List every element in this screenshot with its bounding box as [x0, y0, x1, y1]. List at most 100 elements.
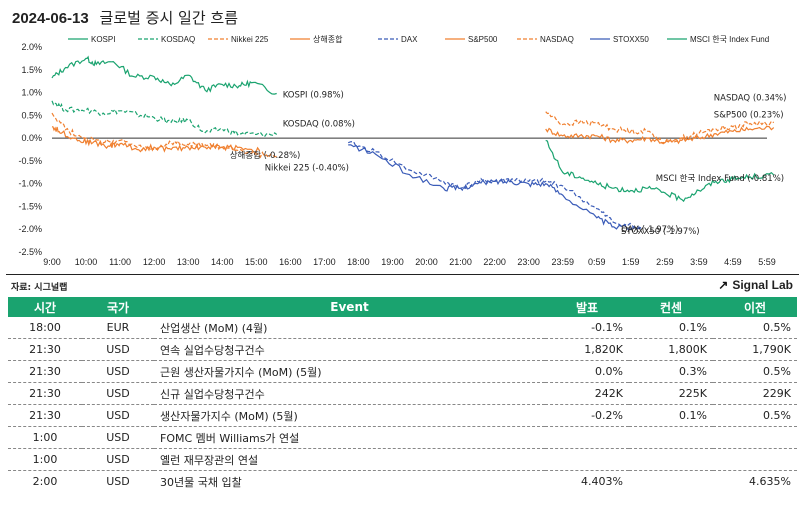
table-header-row: 시간 국가 Event 발표 컨센 이전: [8, 297, 797, 317]
cell-event: 근원 생산자물가지수 (MoM) (5월): [154, 360, 545, 383]
y-tick-label: -1.0%: [18, 179, 42, 189]
y-tick-label: 0.5%: [21, 110, 42, 120]
series-end-label: DAX (-1.97%): [621, 225, 678, 235]
x-tick-label: 16:00: [279, 257, 302, 267]
cell-actual: [545, 448, 629, 471]
x-tick-label: 14:00: [211, 257, 234, 267]
cell-actual: -0.1%: [545, 317, 629, 339]
cell-actual: 1,820K: [545, 338, 629, 361]
y-tick-label: 2.0%: [21, 42, 42, 52]
series-line: [51, 112, 277, 159]
cell-event: 산업생산 (MoM) (4월): [154, 317, 545, 339]
series-line: [51, 55, 277, 95]
cell-country: USD: [82, 448, 154, 471]
series-end-label: 상해종합 (-0.28%): [230, 150, 301, 161]
x-tick-label: 17:00: [313, 257, 336, 267]
y-tick-label: -1.5%: [18, 201, 42, 211]
header-actual: 발표: [545, 297, 629, 317]
cell-event: FOMC 멤버 Williams가 연설: [154, 426, 545, 449]
cell-event: 신규 실업수당청구건수: [154, 382, 545, 405]
cell-consensus: 1,800K: [629, 338, 713, 361]
cell-event: 30년물 국채 입찰: [160, 475, 242, 489]
legend-label: Nikkei 225: [231, 35, 269, 44]
x-tick-label: 4:59: [724, 257, 742, 267]
x-tick-label: 19:00: [381, 257, 404, 267]
brand-logo: ↗ Signal Lab: [718, 278, 793, 292]
cell-country: USD: [106, 475, 130, 488]
legend-label: KOSDAQ: [161, 35, 195, 44]
x-tick-label: 13:00: [177, 257, 200, 267]
cell-actual: 0.0%: [545, 360, 629, 383]
series-end-label: Nikkei 225 (-0.40%): [265, 163, 349, 173]
header-event: Event: [154, 297, 545, 317]
cell-event: 옐런 재무장관의 연설: [154, 448, 545, 471]
cell-time: 1:00: [8, 448, 82, 471]
cell-previous: [713, 426, 797, 449]
legend-label: NASDAQ: [540, 35, 574, 44]
cell-previous: 4.635%: [749, 475, 791, 488]
y-tick-label: 1.0%: [21, 88, 42, 98]
cell-previous: [713, 448, 797, 471]
cell-country: USD: [82, 426, 154, 449]
x-tick-label: 5:59: [758, 257, 776, 267]
series-end-label: STOXX50 (-1.97%): [621, 227, 700, 237]
cell-actual: 242K: [545, 382, 629, 405]
cell-consensus: [629, 448, 713, 471]
report-date: 2024-06-13: [12, 10, 89, 27]
cell-country: USD: [82, 382, 154, 405]
x-tick-label: 11:00: [109, 257, 131, 267]
cell-event: 생산자물가지수 (MoM) (5월): [154, 404, 545, 427]
cell-country: USD: [82, 404, 154, 427]
table-row: 1:00 USD 옐런 재무장관의 연설: [8, 448, 797, 471]
x-tick-label: 15:00: [245, 257, 268, 267]
cell-consensus: 0.1%: [629, 317, 713, 339]
series-line: [51, 126, 261, 154]
cell-consensus: 225K: [629, 382, 713, 405]
x-tick-label: 23:59: [551, 257, 574, 267]
x-tick-label: 3:59: [690, 257, 708, 267]
legend-label: MSCI 한국 Index Fund: [690, 35, 769, 44]
series-end-label: S&P500 (0.23%): [714, 111, 784, 121]
y-tick-label: 1.5%: [21, 65, 42, 75]
legend-label: STOXX50: [613, 35, 649, 44]
table-row: 21:30 USD 신규 실업수당청구건수 242K 225K 229K: [8, 382, 797, 405]
x-tick-label: 2:59: [656, 257, 674, 267]
series-line: [545, 111, 775, 144]
y-tick-label: 0.0%: [21, 133, 42, 143]
cell-previous: 0.5%: [713, 317, 797, 339]
x-tick-label: 0:59: [588, 257, 606, 267]
divider: [6, 274, 799, 275]
cell-country: USD: [82, 360, 154, 383]
cell-actual: [545, 426, 629, 449]
x-tick-label: 23:00: [517, 257, 540, 267]
cell-time: 21:30: [8, 338, 82, 361]
header-country: 국가: [82, 297, 154, 317]
x-tick-label: 10:00: [75, 257, 98, 267]
cell-consensus: 0.3%: [629, 360, 713, 383]
cell-previous: 0.5%: [713, 404, 797, 427]
report-title: 글로벌 증시 일간 흐름: [99, 9, 239, 27]
table-row: 1:00 USD FOMC 멤버 Williams가 연설: [8, 426, 797, 449]
series-end-label: KOSDAQ (0.08%): [283, 119, 355, 129]
cell-previous: 1,790K: [713, 338, 797, 361]
cell-consensus: [629, 471, 713, 493]
cell-consensus: [629, 426, 713, 449]
legend-label: KOSPI: [91, 35, 115, 44]
series-end-label: KOSPI (0.98%): [283, 90, 344, 100]
series-line: [51, 100, 278, 138]
x-tick-label: 20:00: [415, 257, 438, 267]
x-tick-label: 1:59: [622, 257, 640, 267]
header-previous: 이전: [713, 297, 797, 317]
x-tick-label: 12:00: [143, 257, 166, 267]
legend-label: DAX: [401, 35, 418, 44]
cell-time: 21:30: [8, 360, 82, 383]
series-line: [348, 144, 642, 231]
source-note: 자료: 시그널랩: [11, 283, 68, 293]
series-end-label: MSCI 한국 Index Fund (-0.81%): [656, 174, 784, 184]
page-title: 2024-06-13 글로벌 증시 일간 흐름: [12, 7, 238, 28]
cell-country: EUR: [82, 317, 154, 339]
cell-time: 21:30: [8, 404, 82, 427]
line-chart: 2.0% 1.5% 1.0% 0.5% 0.0% -0.5% -1.0% -1.5% -2.0%…: [18, 34, 786, 267]
series-line: [347, 141, 642, 229]
legend-label: S&P500: [468, 35, 498, 44]
